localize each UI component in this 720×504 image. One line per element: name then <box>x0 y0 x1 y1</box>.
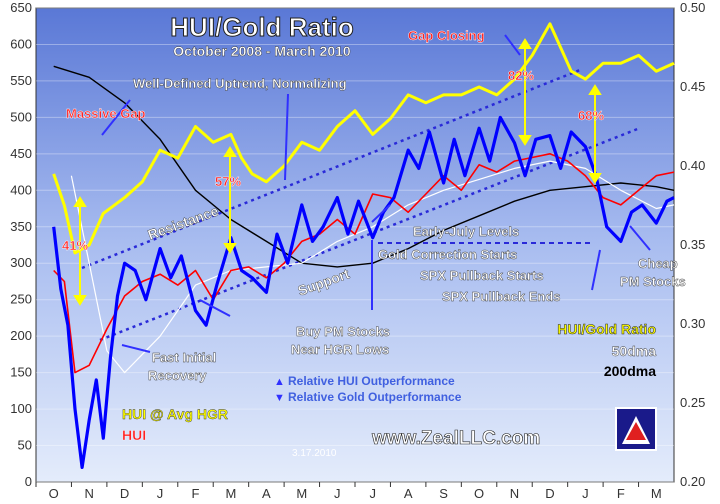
spx-pullback-starts-label: SPX Pullback Starts <box>420 268 544 283</box>
left-tick-label: 200 <box>10 328 32 343</box>
pct-82-label: 82% <box>508 68 534 83</box>
x-tick-label: O <box>474 486 484 501</box>
x-tick-label: A <box>262 486 271 501</box>
uptrend-label: Well-Defined Uptrend, Normalizing <box>133 76 347 91</box>
legend-rel-hui: Relative HUI Outperformance <box>288 374 455 388</box>
legend-hui: HUI <box>122 427 146 443</box>
left-tick-label: 550 <box>10 73 32 88</box>
x-tick-label: J <box>157 486 164 501</box>
x-tick-label: O <box>49 486 59 501</box>
x-tick-label: D <box>545 486 554 501</box>
x-tick-label: S <box>439 486 448 501</box>
right-axis: 0.20 0.25 0.30 0.35 0.40 0.45 0.50 <box>680 0 705 489</box>
right-tick-label: 0.25 <box>680 395 705 410</box>
url-label: www.ZealLLC.com <box>371 428 540 449</box>
x-tick-label: M <box>226 486 237 501</box>
callout-arrows <box>101 34 651 353</box>
pct-68-label: 68% <box>578 108 604 123</box>
left-tick-label: 250 <box>10 292 32 307</box>
fast-initial-label-1: Fast Initial <box>152 350 216 365</box>
cheap-pm-label-1: Cheap <box>638 256 678 271</box>
right-tick-label: 0.40 <box>680 158 705 173</box>
grid <box>36 7 674 483</box>
pct-57-label: 57% <box>215 174 241 189</box>
up-triangle-icon: ▲ <box>274 376 285 388</box>
zeal-logo-icon <box>615 407 657 451</box>
left-tick-label: 450 <box>10 146 32 161</box>
x-tick-label: J <box>582 486 589 501</box>
early-july-label: Early-July Levels <box>413 224 519 239</box>
down-triangle-icon: ▼ <box>274 392 285 404</box>
x-tick-label: J <box>369 486 376 501</box>
left-axis: 0 50 100 150 200 250 300 350 400 450 500 550 600 650 <box>10 0 32 489</box>
pct-41-label: 41% <box>62 238 88 253</box>
left-tick-label: 500 <box>10 109 32 124</box>
legend-200dma: 200dma <box>604 363 656 379</box>
buy-pm-label-2: Near HGR Lows <box>291 342 389 357</box>
left-tick-label: 100 <box>10 401 32 416</box>
gap-arrows <box>73 38 602 306</box>
left-tick-label: 400 <box>10 182 32 197</box>
date-stamp: 3.17.2010 <box>292 448 337 459</box>
left-tick-label: 600 <box>10 36 32 51</box>
x-tick-label: A <box>404 486 413 501</box>
x-tick-label: N <box>510 486 519 501</box>
spx-pullback-ends-label: SPX Pullback Ends <box>442 289 561 304</box>
x-tick-label: M <box>296 486 307 501</box>
x-tick-label: D <box>120 486 129 501</box>
gold-correction-label: Gold Correction Starts <box>378 247 517 262</box>
series-line-hui-gold-ratio <box>52 22 675 255</box>
left-tick-label: 150 <box>10 365 32 380</box>
x-tick-label: F <box>192 486 200 501</box>
right-tick-label: 0.50 <box>680 0 705 15</box>
series-line-hui <box>52 115 675 469</box>
massive-gap-label: Massive Gap <box>66 106 146 121</box>
left-tick-label: 650 <box>10 0 32 15</box>
legend-50dma: 50dma <box>612 343 657 359</box>
chart-title: HUI/Gold Ratio <box>170 12 353 42</box>
x-tick-label: N <box>84 486 93 501</box>
x-tick-label: J <box>334 486 341 501</box>
x-tick-label: M <box>651 486 662 501</box>
legend-rel-gold: Relative Gold Outperformance <box>288 390 462 404</box>
x-tick-label: F <box>617 486 625 501</box>
gap-closing-label: Gap Closing <box>408 28 485 43</box>
left-tick-label: 50 <box>18 438 32 453</box>
fast-initial-label-2: Recovery <box>148 368 207 383</box>
resistance-line <box>81 68 581 270</box>
left-tick-label: 300 <box>10 255 32 270</box>
series-line-hui-avg-hgr <box>53 153 675 374</box>
chart-subtitle: October 2008 - March 2010 <box>173 43 351 59</box>
left-tick-label: 350 <box>10 219 32 234</box>
legend-ratio: HUI/Gold Ratio <box>557 321 656 337</box>
right-tick-label: 0.45 <box>680 79 705 94</box>
left-tick-label: 0 <box>25 474 32 489</box>
legend-hui-avg: HUI @ Avg HGR <box>122 406 228 422</box>
buy-pm-label-1: Buy PM Stocks <box>296 324 390 339</box>
right-tick-label: 0.35 <box>680 237 705 252</box>
right-tick-label: 0.30 <box>680 316 705 331</box>
support-line <box>99 126 641 342</box>
cheap-pm-label-2: PM Stocks <box>620 274 686 289</box>
right-tick-label: 0.20 <box>680 474 705 489</box>
